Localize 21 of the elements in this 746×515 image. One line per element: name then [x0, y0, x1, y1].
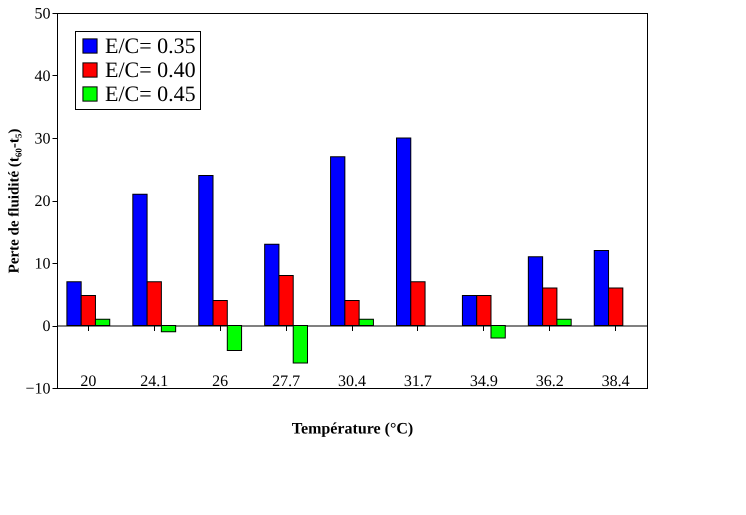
- legend-label: E/C= 0.40: [105, 57, 196, 82]
- y-tick-label: 40: [34, 68, 50, 85]
- y-axis-title: Perte de fluidité (t₆₀-t₅): [6, 128, 22, 274]
- y-tick-label: 10: [34, 256, 50, 272]
- x-tick-label: 31.7: [404, 373, 432, 390]
- legend-label: E/C= 0.45: [105, 81, 196, 106]
- y-tick-label: 30: [34, 130, 50, 148]
- y-tick-label: −10: [25, 380, 50, 398]
- x-tick-label: 27.7: [272, 373, 300, 390]
- x-tick-label: 38.4: [602, 373, 630, 390]
- x-tick-label: 24.1: [140, 373, 168, 390]
- x-tick-label: 26: [212, 373, 228, 390]
- y-tick-label: 0: [42, 318, 50, 335]
- x-tick-label: 30.4: [338, 373, 366, 390]
- y-tick-label: 20: [34, 193, 50, 210]
- y-tick-label: 50: [34, 6, 50, 22]
- x-axis-title: Température (°C): [292, 420, 414, 438]
- x-tick-label: 20: [80, 373, 96, 390]
- legend-label: E/C= 0.35: [105, 33, 196, 58]
- x-tick-label: 34.9: [470, 373, 498, 390]
- x-tick-label: 36.2: [536, 373, 564, 390]
